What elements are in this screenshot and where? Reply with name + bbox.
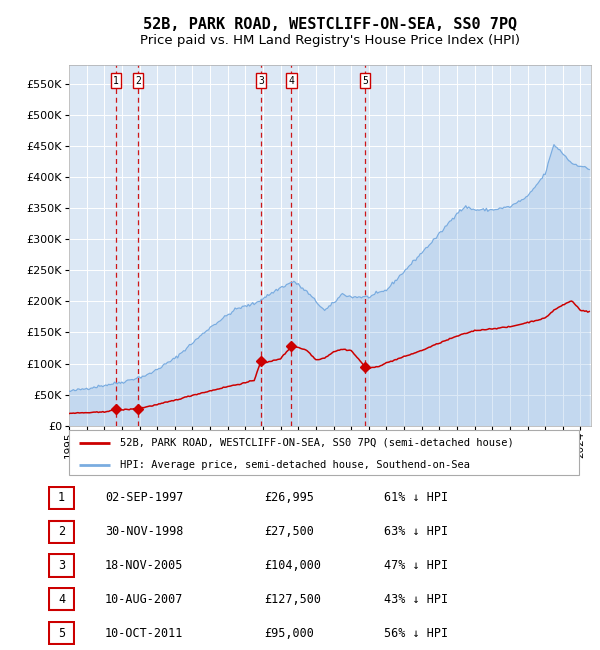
- Text: HPI: Average price, semi-detached house, Southend-on-Sea: HPI: Average price, semi-detached house,…: [120, 460, 470, 470]
- Text: 18-NOV-2005: 18-NOV-2005: [105, 559, 184, 572]
- Text: £127,500: £127,500: [264, 593, 321, 606]
- Text: £26,995: £26,995: [264, 491, 314, 504]
- Text: 02-SEP-1997: 02-SEP-1997: [105, 491, 184, 504]
- Text: 61% ↓ HPI: 61% ↓ HPI: [384, 491, 448, 504]
- Text: 43% ↓ HPI: 43% ↓ HPI: [384, 593, 448, 606]
- Text: 10-AUG-2007: 10-AUG-2007: [105, 593, 184, 606]
- Text: 4: 4: [289, 76, 295, 86]
- Text: 63% ↓ HPI: 63% ↓ HPI: [384, 525, 448, 538]
- Text: 5: 5: [362, 76, 368, 86]
- Text: 2: 2: [58, 525, 65, 538]
- FancyBboxPatch shape: [69, 430, 579, 474]
- Text: 4: 4: [58, 593, 65, 606]
- Text: 1: 1: [58, 491, 65, 504]
- Text: 47% ↓ HPI: 47% ↓ HPI: [384, 559, 448, 572]
- Text: £27,500: £27,500: [264, 525, 314, 538]
- Text: 56% ↓ HPI: 56% ↓ HPI: [384, 627, 448, 640]
- Text: 2: 2: [135, 76, 141, 86]
- Text: 1: 1: [113, 76, 119, 86]
- Text: 5: 5: [58, 627, 65, 640]
- Text: £95,000: £95,000: [264, 627, 314, 640]
- Text: 3: 3: [258, 76, 264, 86]
- Text: 52B, PARK ROAD, WESTCLIFF-ON-SEA, SS0 7PQ (semi-detached house): 52B, PARK ROAD, WESTCLIFF-ON-SEA, SS0 7P…: [120, 437, 514, 448]
- Text: 10-OCT-2011: 10-OCT-2011: [105, 627, 184, 640]
- Text: 52B, PARK ROAD, WESTCLIFF-ON-SEA, SS0 7PQ: 52B, PARK ROAD, WESTCLIFF-ON-SEA, SS0 7P…: [143, 16, 517, 32]
- Text: Price paid vs. HM Land Registry's House Price Index (HPI): Price paid vs. HM Land Registry's House …: [140, 34, 520, 47]
- Text: £104,000: £104,000: [264, 559, 321, 572]
- Text: 3: 3: [58, 559, 65, 572]
- Text: 30-NOV-1998: 30-NOV-1998: [105, 525, 184, 538]
